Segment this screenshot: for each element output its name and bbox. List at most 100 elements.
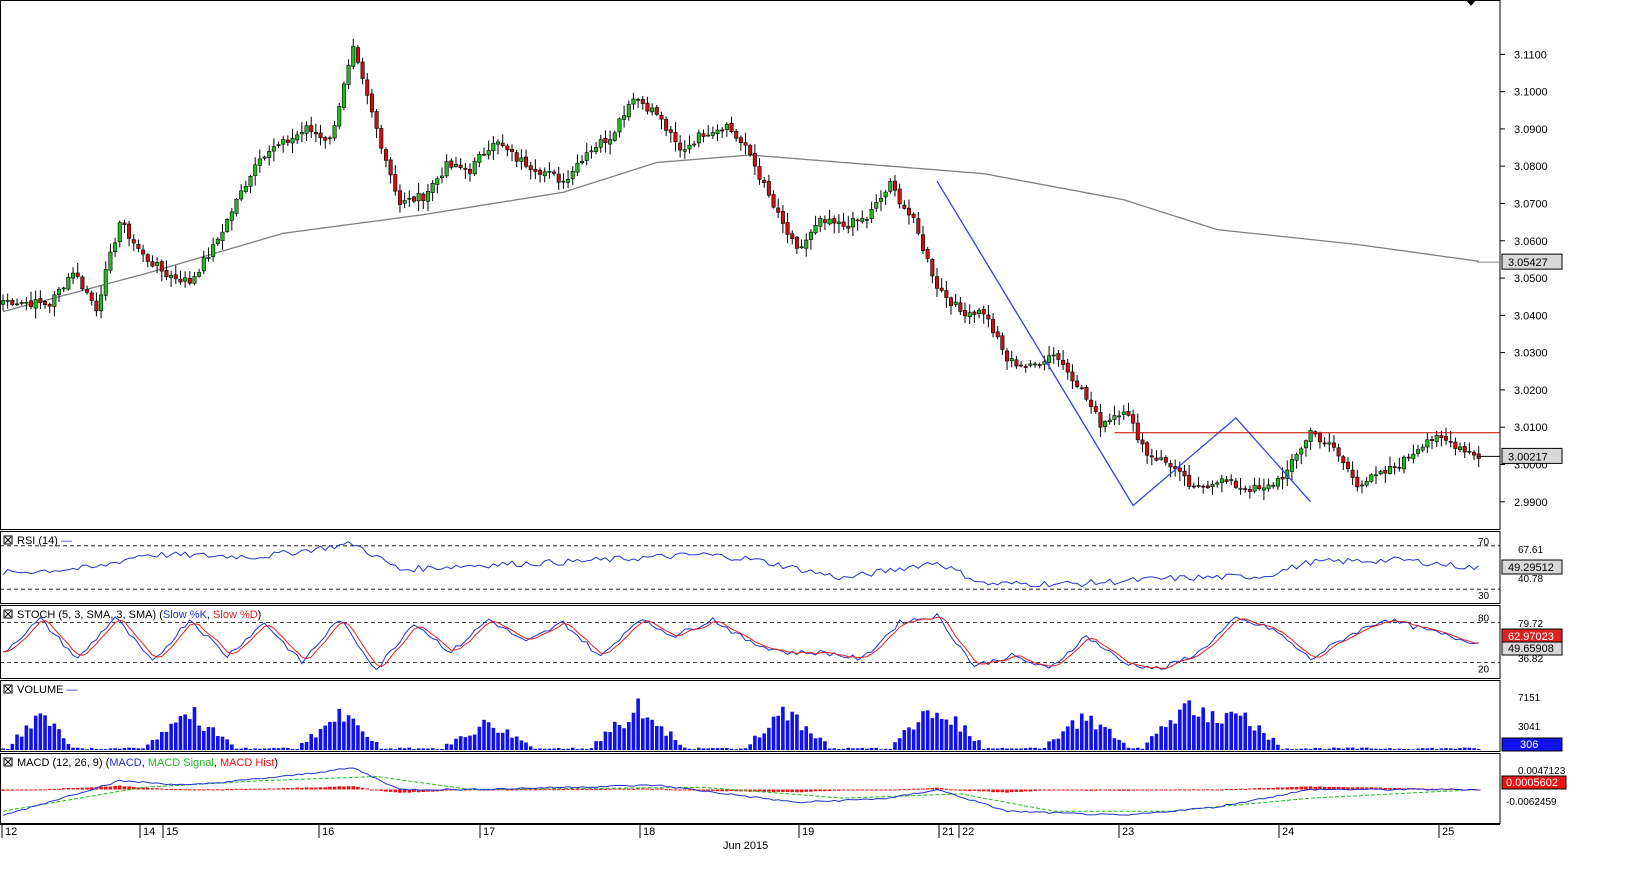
- macd-hist-bar: [1220, 789, 1224, 791]
- candle: [1406, 453, 1411, 462]
- candle: [958, 296, 963, 316]
- macd-hist-bar: [10, 789, 15, 791]
- candle: [977, 307, 982, 319]
- volume-bar: [683, 747, 687, 750]
- candle: [794, 235, 799, 254]
- macd-hist-bar: [337, 786, 342, 790]
- svg-text:3.00217: 3.00217: [1508, 451, 1548, 463]
- volume-value-label: 3041: [1518, 722, 1541, 733]
- candle: [173, 265, 178, 284]
- volume-bar: [528, 746, 533, 750]
- candle: [309, 116, 314, 138]
- volume-bar: [477, 726, 482, 750]
- candle: [374, 109, 379, 138]
- candle: [640, 95, 645, 110]
- macd-hist-bar: [402, 789, 407, 793]
- volume-bar: [1154, 733, 1159, 750]
- macd-hist-bar: [374, 789, 379, 791]
- macd-hist-bar: [300, 787, 304, 790]
- rsi-level-label: 30: [1478, 591, 1490, 602]
- macd-hist-bar: [295, 787, 300, 790]
- macd-hist-bar: [813, 789, 818, 792]
- macd-hist-bar: [398, 789, 402, 793]
- candle: [24, 297, 29, 311]
- volume-bar: [547, 748, 552, 750]
- macd-hist-bar: [309, 787, 314, 790]
- macd-hist-bar: [846, 789, 851, 791]
- volume-bar: [38, 713, 43, 750]
- candle: [57, 286, 62, 303]
- candle: [463, 163, 468, 179]
- macd-hist-bar: [155, 788, 159, 790]
- candle: [1028, 360, 1033, 368]
- candle: [482, 147, 487, 157]
- volume-bar: [66, 743, 71, 750]
- macd-value-label: -0.0062459: [1506, 797, 1557, 808]
- macd-hist-bar: [617, 788, 622, 790]
- candle: [584, 142, 589, 166]
- macd-hist-bar: [346, 786, 351, 790]
- macd-hist-bar: [29, 789, 33, 791]
- stoch-level-label: 80: [1478, 613, 1490, 624]
- volume-bar: [234, 748, 239, 750]
- candle: [141, 244, 146, 262]
- volume-bar: [589, 748, 594, 750]
- candle: [1294, 452, 1299, 469]
- macd-hist-bar: [1187, 789, 1191, 791]
- volume-bar: [188, 719, 192, 750]
- price-tick-label: 3.0200: [1514, 385, 1548, 397]
- candle: [285, 135, 290, 146]
- macd-hist-bar: [1079, 789, 1084, 791]
- volume-bar: [570, 747, 575, 750]
- volume-bar: [117, 748, 122, 750]
- volume-bar: [52, 723, 57, 750]
- volume-bar: [1084, 720, 1089, 750]
- volume-bar: [701, 748, 706, 750]
- volume-bar: [103, 749, 108, 750]
- macd-hist-bar: [911, 788, 916, 790]
- volume-bar: [907, 727, 911, 750]
- macd-hist-bar: [640, 788, 645, 790]
- volume-bar: [407, 747, 412, 750]
- volume-bar: [15, 734, 19, 750]
- candle: [1345, 456, 1350, 473]
- volume-bar: [519, 740, 524, 750]
- candle: [813, 215, 818, 235]
- candle: [659, 111, 664, 130]
- macd-hist-bar: [1037, 789, 1042, 791]
- macd-hist-bar: [230, 789, 234, 791]
- candle: [99, 285, 104, 319]
- macd-hist-bar: [248, 788, 253, 790]
- macd-hist-bar: [837, 789, 841, 791]
- volume-bar: [753, 735, 757, 750]
- candle: [136, 239, 141, 253]
- candle: [397, 184, 402, 213]
- scroll-marker-icon[interactable]: [1466, 0, 1476, 6]
- volume-bar: [986, 748, 991, 750]
- candle: [10, 298, 15, 306]
- volume-bar: [356, 725, 360, 750]
- volume-bar: [370, 740, 374, 750]
- macd-hist-bar: [715, 789, 720, 792]
- macd-hist-bar: [832, 789, 837, 791]
- macd-hist-bar: [89, 787, 94, 790]
- volume-bar: [524, 742, 528, 750]
- volume-bar: [1192, 715, 1196, 750]
- volume-bar: [1061, 731, 1065, 750]
- volume-bar: [61, 738, 66, 750]
- macd-hist-bar: [753, 789, 757, 792]
- macd-hist-bar: [276, 788, 281, 790]
- candle: [439, 167, 444, 184]
- macd-hist-bar: [178, 789, 183, 791]
- macd-line: [2, 767, 1479, 816]
- candle: [304, 121, 309, 142]
- volume-bar: [24, 725, 29, 750]
- candle: [995, 326, 1000, 340]
- volume-bar: [598, 741, 603, 750]
- day-label: 16: [322, 826, 334, 838]
- panel-frame: [0, 0, 1501, 530]
- macd-hist-bar: [650, 788, 654, 790]
- candle: [206, 247, 211, 262]
- macd-hist-bar: [318, 787, 323, 790]
- volume-bar: [911, 729, 916, 750]
